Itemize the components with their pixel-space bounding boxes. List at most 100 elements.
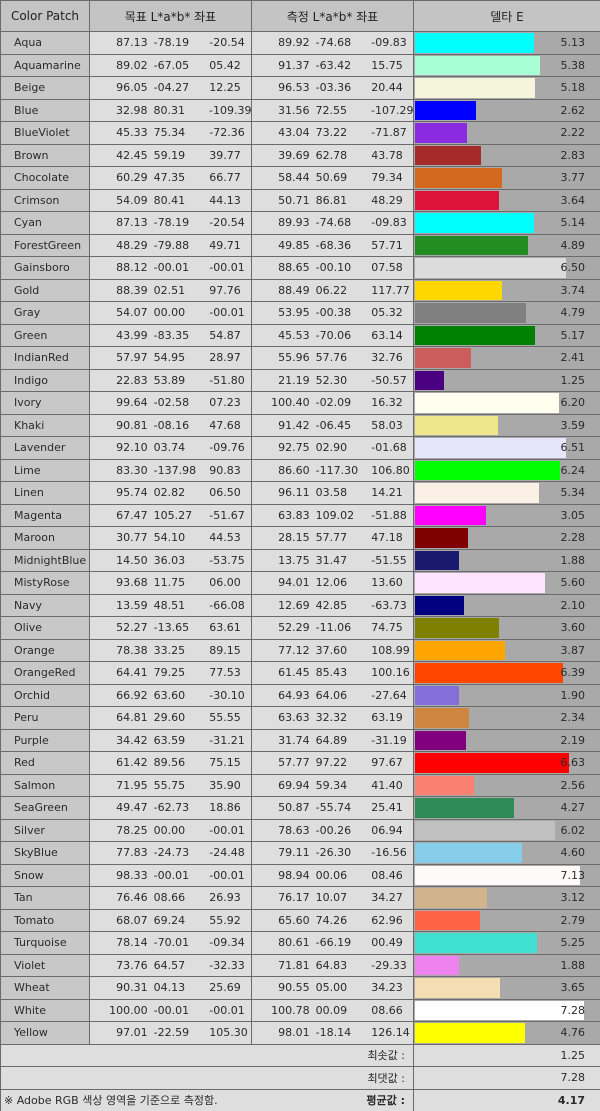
header-target-lab: 목표 L*a*b* 좌표: [89, 0, 252, 32]
target-a-value: 11.75: [153, 576, 186, 590]
measured-b-value: 106.80: [371, 463, 410, 477]
table-row: Tan 76.46 08.66 26.93 76.17 10.07 34.27 3.12: [0, 886, 600, 910]
color-patch-name: Cyan: [0, 211, 90, 235]
measured-l-value: 89.93: [278, 216, 310, 230]
delta-e-value: 5.25: [560, 936, 586, 950]
delta-e-cell: 5.34: [413, 481, 600, 505]
delta-e-cell: 5.18: [413, 76, 600, 100]
target-a-value: 33.25: [153, 643, 186, 657]
delta-e-bar: [415, 685, 459, 705]
target-b-value: 55.92: [209, 913, 241, 927]
target-l-value: 99.64: [116, 396, 148, 410]
delta-e-cell: 3.77: [413, 166, 600, 190]
target-b-value: 105.30: [209, 1026, 248, 1040]
delta-e-bar: [415, 888, 487, 908]
measured-lab-cell: 13.75 31.47 -51.55: [251, 548, 414, 572]
delta-e-bar: [415, 910, 480, 930]
measured-b-value: 41.40: [371, 778, 403, 792]
target-b-value: 44.53: [209, 531, 241, 545]
measured-a-value: 00.06: [315, 868, 348, 882]
measured-lab-cell: 77.12 37.60 108.99: [251, 638, 414, 662]
delta-e-cell: 3.60: [413, 616, 600, 640]
delta-e-value: 6.63: [560, 756, 586, 770]
measured-b-value: 13.60: [371, 576, 403, 590]
table-row: Chocolate 60.29 47.35 66.77 58.44 50.69 79.34 3…: [0, 166, 600, 190]
measured-l-value: 86.60: [278, 463, 310, 477]
target-l-value: 77.83: [116, 846, 148, 860]
target-b-value: 35.90: [209, 778, 241, 792]
target-a-value: 36.03: [153, 553, 186, 567]
target-b-value: -31.21: [209, 733, 245, 747]
measured-l-value: 57.77: [278, 756, 310, 770]
delta-e-cell: 3.12: [413, 886, 600, 910]
measured-lab-cell: 63.63 32.32 63.19: [251, 706, 414, 730]
target-l-value: 71.95: [116, 778, 148, 792]
target-b-value: -51.67: [209, 508, 245, 522]
color-patch-name: White: [0, 998, 90, 1022]
delta-e-cell: 4.79: [413, 301, 600, 325]
footer-row-avg: ※ Adobe RGB 색상 영역을 기준으로 측정함. 평균값 : 4.17: [0, 1088, 600, 1111]
delta-e-value: 3.74: [560, 283, 586, 297]
color-patch-name: Beige: [0, 76, 90, 100]
table-row: Maroon 30.77 54.10 44.53 28.15 57.77 47.18 2.28: [0, 526, 600, 550]
table-row: Wheat 90.31 04.13 25.69 90.55 05.00 34.23 3.65: [0, 976, 600, 1000]
measured-l-value: 100.40: [271, 396, 310, 410]
target-b-value: 05.42: [209, 58, 241, 72]
target-l-value: 96.05: [116, 81, 148, 95]
target-a-value: -13.65: [153, 621, 190, 635]
color-patch-name: Gray: [0, 301, 90, 325]
delta-e-cell: 5.60: [413, 571, 600, 595]
table-row: Violet 73.76 64.57 -32.33 71.81 64.83 -29.33 1.…: [0, 953, 600, 977]
measured-b-value: 108.99: [371, 643, 410, 657]
delta-e-bar: [415, 505, 486, 525]
footer-row-min: 최솟값 : 1.25: [0, 1043, 600, 1067]
measured-l-value: 53.95: [278, 306, 310, 320]
measured-l-value: 76.17: [278, 891, 310, 905]
table-row: Indigo 22.83 53.89 -51.80 21.19 52.30 -50.57 1.…: [0, 368, 600, 392]
measured-l-value: 58.44: [278, 171, 310, 185]
table-row: Aqua 87.13 -78.19 -20.54 89.92 -74.68 -09.83 5.…: [0, 31, 600, 55]
delta-e-cell: 6.20: [413, 391, 600, 415]
target-lab-cell: 92.10 03.74 -09.76: [89, 436, 252, 460]
table-row: SkyBlue 77.83 -24.73 -24.48 79.11 -26.30 -16.5…: [0, 841, 600, 865]
color-patch-name: Turquoise: [0, 931, 90, 955]
target-l-value: 42.45: [116, 148, 148, 162]
target-l-value: 78.25: [116, 823, 148, 837]
target-lab-cell: 64.41 79.25 77.53: [89, 661, 252, 685]
measured-lab-cell: 49.85 -68.36 57.71: [251, 233, 414, 257]
measured-b-value: -51.88: [371, 508, 407, 522]
delta-e-value: 3.59: [560, 418, 586, 432]
target-l-value: 78.14: [116, 936, 148, 950]
delta-e-value: 4.79: [560, 306, 586, 320]
measured-b-value: -63.73: [371, 598, 407, 612]
delta-e-bar: [415, 168, 502, 188]
delta-e-value: 4.89: [560, 238, 586, 252]
delta-e-bar: [415, 258, 566, 278]
delta-e-cell: 5.14: [413, 211, 600, 235]
measured-b-value: -27.64: [371, 688, 407, 702]
color-patch-name: Linen: [0, 481, 90, 505]
target-a-value: -83.35: [153, 328, 190, 342]
delta-e-value: 3.77: [560, 171, 586, 185]
color-patch-name: Salmon: [0, 773, 90, 797]
measured-lab-cell: 92.75 02.90 -01.68: [251, 436, 414, 460]
measured-l-value: 96.53: [278, 81, 310, 95]
measured-lab-cell: 58.44 50.69 79.34: [251, 166, 414, 190]
delta-e-bar: [415, 798, 514, 818]
table-row: Magenta 67.47 105.27 -51.67 63.83 109.02 -51.8…: [0, 503, 600, 527]
target-a-value: 64.57: [153, 958, 186, 972]
delta-e-bar: [415, 325, 535, 345]
measured-a-value: -66.19: [315, 936, 352, 950]
target-l-value: 100.00: [109, 1003, 148, 1017]
target-l-value: 43.99: [116, 328, 148, 342]
table-row: Beige 96.05 -04.27 12.25 96.53 -03.36 20.44 5.1…: [0, 76, 600, 100]
delta-e-cell: 1.88: [413, 548, 600, 572]
delta-e-cell: 4.60: [413, 841, 600, 865]
measured-lab-cell: 12.69 42.85 -63.73: [251, 593, 414, 617]
table-row: Ivory 99.64 -02.58 07.23 100.40 -02.09 16.32 6.…: [0, 391, 600, 415]
target-l-value: 83.30: [116, 463, 148, 477]
measured-b-value: 05.32: [371, 306, 403, 320]
target-b-value: 12.25: [209, 81, 241, 95]
delta-e-bar: [415, 595, 464, 615]
measured-a-value: 31.47: [315, 553, 348, 567]
